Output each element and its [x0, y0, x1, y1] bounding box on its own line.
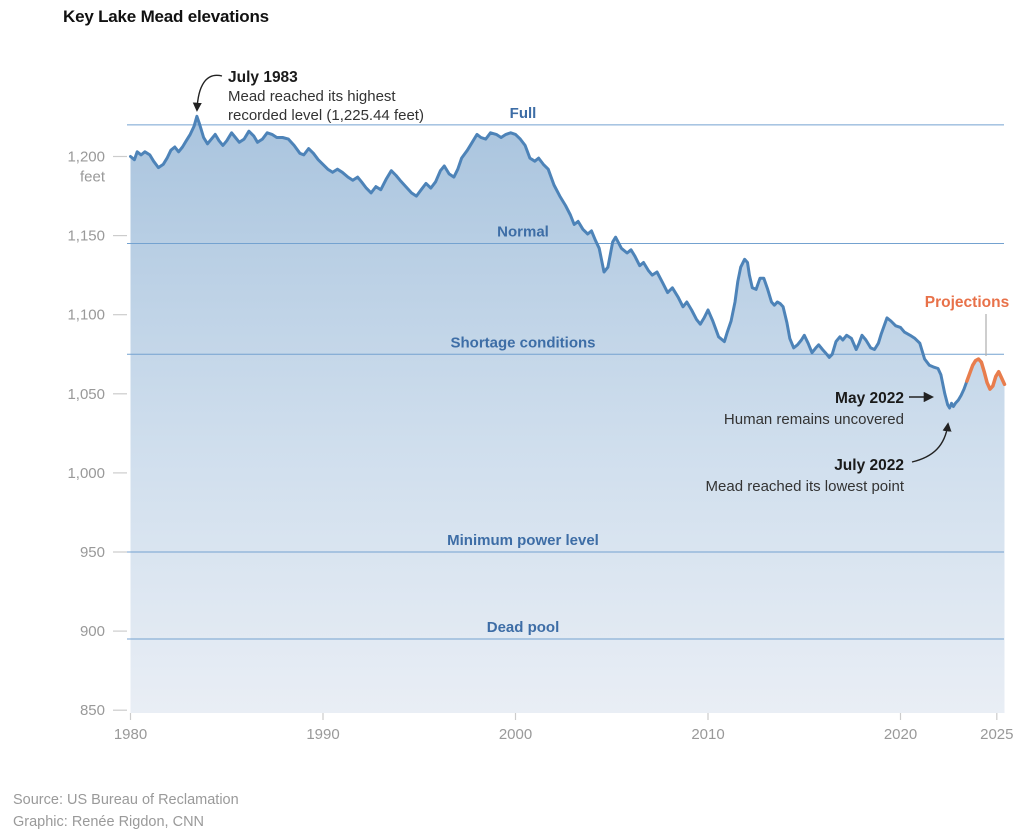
chart-title: Key Lake Mead elevations: [63, 7, 269, 26]
y-tick-label: 950: [80, 544, 105, 561]
source-block: Source: US Bureau of Reclamation Graphic…: [13, 789, 239, 833]
y-axis-unit-label: feet: [80, 169, 106, 186]
projection-line: [965, 357, 1007, 391]
annotation-july-1983-line1: Mead reached its highest: [228, 88, 396, 105]
annotation-projections: Projections: [925, 294, 1009, 356]
ref-label-dead-pool: Dead pool: [487, 619, 560, 636]
x-tick-label: 1980: [114, 726, 147, 743]
annotation-may-2022-line1: Human remains uncovered: [724, 411, 904, 428]
y-tick-label: 1,150: [67, 228, 105, 245]
x-tick-label: 2010: [691, 726, 724, 743]
y-axis: 1,200 1,150 1,100 1,050 1,000 950 900 850: [67, 149, 127, 719]
elevation-area: [130, 116, 1005, 714]
y-tick-label: 1,050: [67, 386, 105, 403]
x-tick-label: 2000: [499, 726, 532, 743]
projections-label: Projections: [925, 294, 1009, 311]
annotation-july-2022-title: July 2022: [834, 457, 904, 474]
annotation-july-2022-line1: Mead reached its lowest point: [706, 478, 905, 495]
annotation-july-2022: July 2022 Mead reached its lowest point: [706, 422, 952, 495]
ref-label-full: Full: [510, 105, 537, 122]
ref-label-shortage: Shortage conditions: [450, 334, 595, 351]
x-tick-label: 1990: [306, 726, 339, 743]
y-tick-label: 850: [80, 702, 105, 719]
reference-lines: [127, 124, 1004, 640]
credit-line: Graphic: Renée Rigdon, CNN: [13, 814, 205, 830]
annotation-may-2022-title: May 2022: [835, 390, 904, 407]
y-tick-label: 1,100: [67, 307, 105, 324]
y-tick-label: 1,200: [67, 149, 105, 166]
historical-elevation-line: [129, 114, 969, 410]
y-tick-label: 900: [80, 623, 105, 640]
source-line: Source: US Bureau of Reclamation: [13, 792, 239, 808]
annotation-may-2022: May 2022 Human remains uncovered: [724, 390, 935, 428]
annotation-july-1983-line2: recorded level (1,225.44 feet): [228, 107, 424, 124]
july-2022-arrow: [911, 422, 952, 463]
x-tick-label: 2025: [980, 726, 1013, 743]
july-1983-arrow: [192, 74, 223, 112]
ref-label-minimum-power: Minimum power level: [447, 532, 599, 549]
y-tick-label: 1,000: [67, 465, 105, 482]
x-tick-label: 2020: [884, 726, 917, 743]
ref-label-normal: Normal: [497, 224, 549, 241]
x-axis: 1980 1990 2000 2010 2020 2025: [114, 713, 1013, 743]
annotation-july-1983-title: July 1983: [228, 69, 298, 86]
annotation-july-1983: July 1983 Mead reached its highest recor…: [192, 69, 424, 124]
